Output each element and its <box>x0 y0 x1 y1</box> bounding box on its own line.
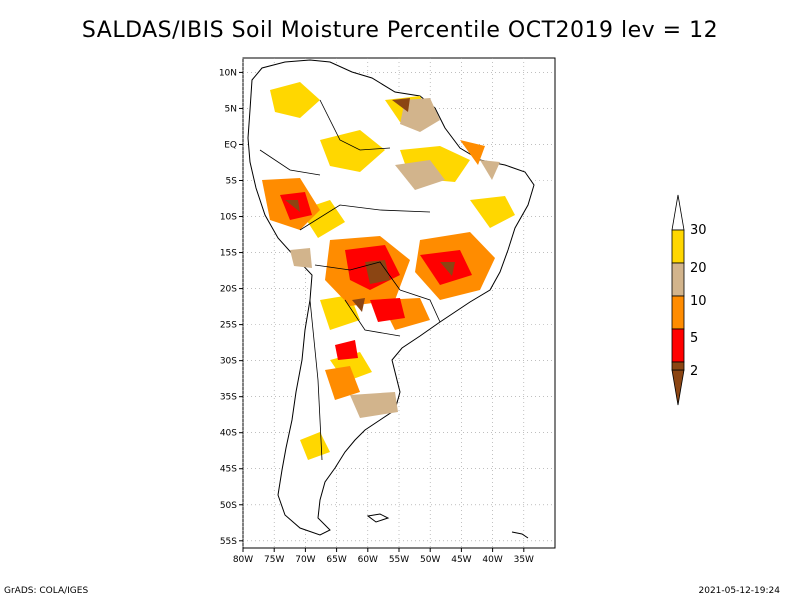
colorbar <box>671 194 685 406</box>
lat-tick-label: 50S <box>220 501 237 511</box>
colorbar-segment-2-5 <box>671 328 685 363</box>
colorbar-bottom-arrow <box>671 369 685 406</box>
lat-tick-label: 5N <box>225 104 237 114</box>
lon-tick-label: 35W <box>514 555 534 565</box>
footer-credit: GrADS: COLA/IGES <box>4 586 89 596</box>
lat-tick-label: 15S <box>220 249 237 259</box>
lat-tick-label: 45S <box>220 465 237 475</box>
map-title: SALDAS/IBIS Soil Moisture Percentile OCT… <box>81 18 719 43</box>
lon-tick-label: 55W <box>389 555 409 565</box>
colorbar-label-5: 5 <box>690 331 698 346</box>
lon-tick-label: 60W <box>358 555 378 565</box>
colorbar-top-arrow <box>671 194 685 231</box>
lat-tick-label: 55S <box>220 537 237 547</box>
lon-tick-label: 50W <box>420 555 440 565</box>
lat-tick-label: 40S <box>220 429 237 439</box>
colorbar-label-20: 20 <box>690 261 707 276</box>
longitude-tick-labels: 80W 75W 70W 65W 60W 55W 50W 45W 40W 35W <box>233 548 534 565</box>
soil-moisture-shading <box>247 59 535 539</box>
lon-tick-label: 40W <box>482 555 502 565</box>
falkland-islands <box>366 513 390 523</box>
lat-tick-label: 20S <box>220 285 237 295</box>
lat-tick-label: EQ <box>224 140 237 150</box>
patches-brown <box>285 98 455 312</box>
colorbar-label-2: 2 <box>690 364 698 379</box>
lat-tick-label: 10N <box>219 68 237 78</box>
lon-tick-label: 65W <box>326 555 346 565</box>
south-georgia <box>511 531 529 539</box>
colorbar-segment-5-10 <box>671 295 685 330</box>
lon-tick-label: 75W <box>264 555 284 565</box>
lat-tick-label: 35S <box>220 393 237 403</box>
patches-tan <box>290 98 500 418</box>
colorbar-segment-lt-2 <box>671 361 685 371</box>
lat-tick-label: 30S <box>220 357 237 367</box>
lat-tick-label: 25S <box>220 321 237 331</box>
colorbar-segment-20-30 <box>671 229 685 264</box>
colorbar-segment-10-20 <box>671 262 685 297</box>
footer-timestamp: 2021-05-12-19:24 <box>698 586 781 596</box>
lon-tick-label: 70W <box>295 555 315 565</box>
colorbar-label-30: 30 <box>690 223 707 238</box>
lat-tick-label: 5S <box>226 177 238 187</box>
country-borders <box>259 99 441 461</box>
lon-tick-label: 80W <box>233 555 253 565</box>
colorbar-label-10: 10 <box>690 294 707 309</box>
lat-tick-label: 10S <box>220 213 237 223</box>
lon-tick-label: 45W <box>451 555 471 565</box>
latitude-tick-labels: 10N 5N EQ 5S 10S 15S 20S 25S 30S 35S 40S 45S 50S 55S <box>219 68 243 547</box>
colorbar-labels: 2 5 10 20 30 <box>690 223 707 379</box>
